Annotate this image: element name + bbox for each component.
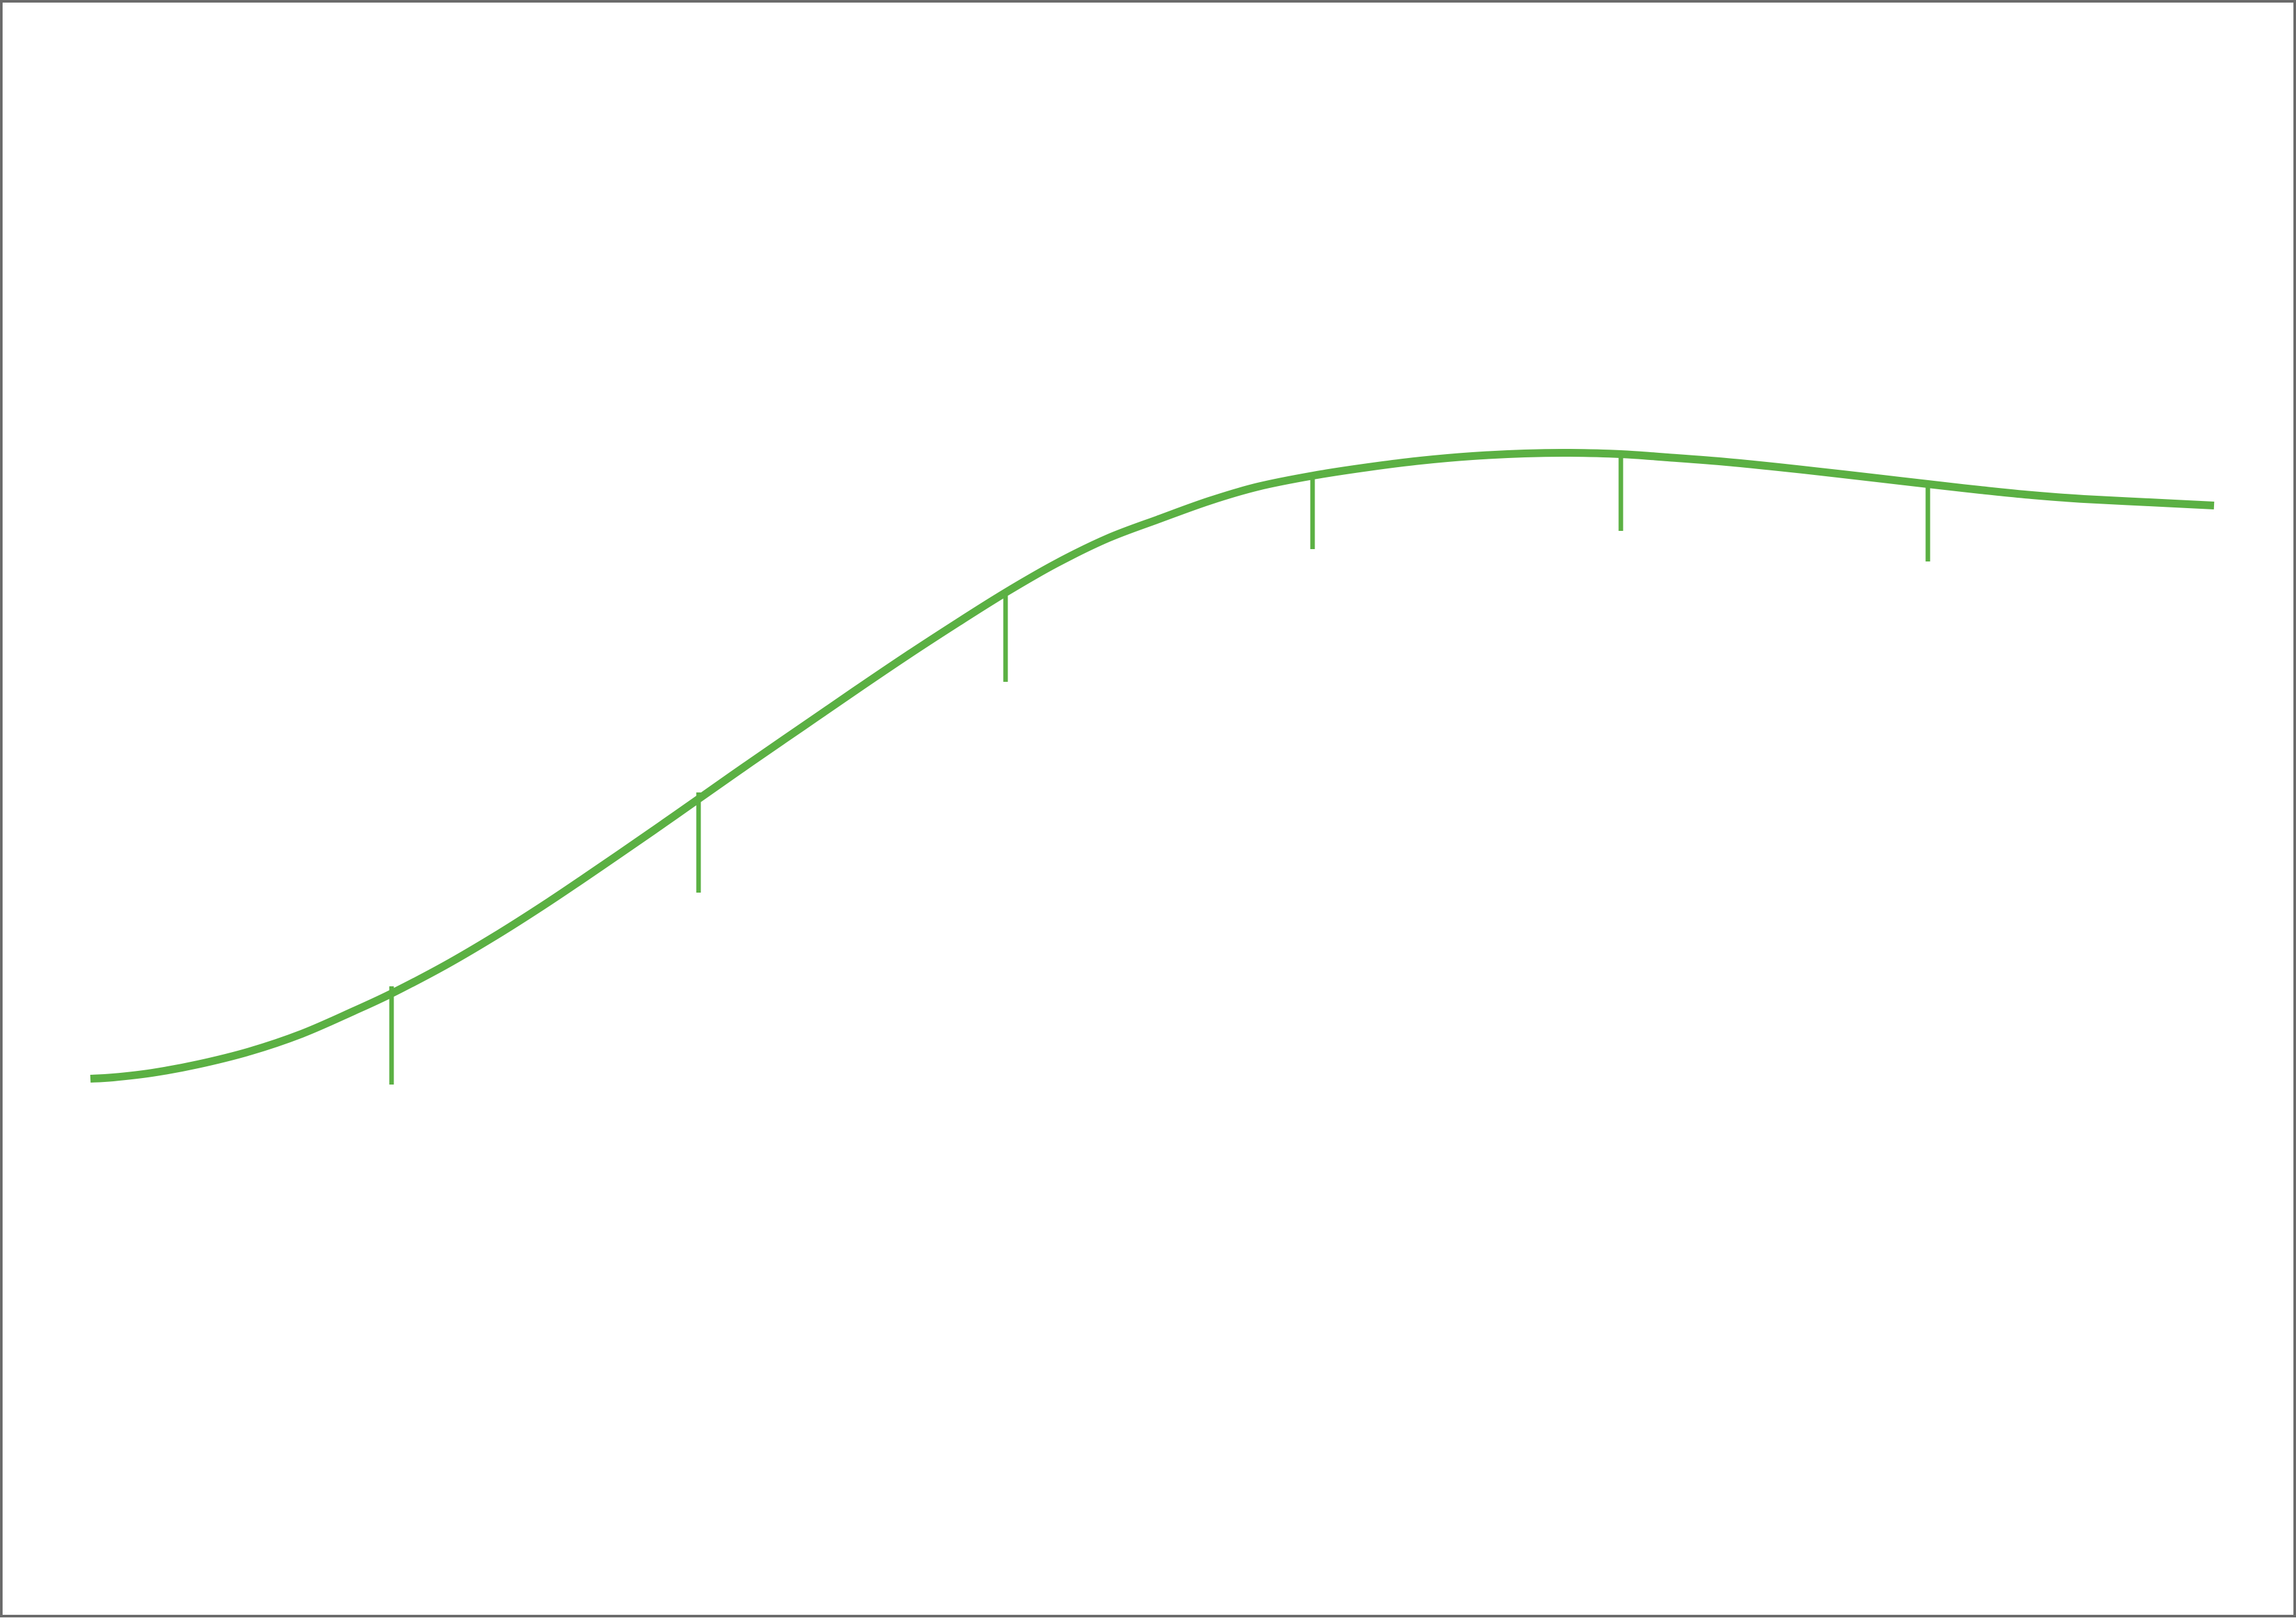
drop-lines [389, 453, 1930, 1085]
main-curve [90, 448, 2215, 1083]
curve-diagram [90, 448, 2215, 1085]
